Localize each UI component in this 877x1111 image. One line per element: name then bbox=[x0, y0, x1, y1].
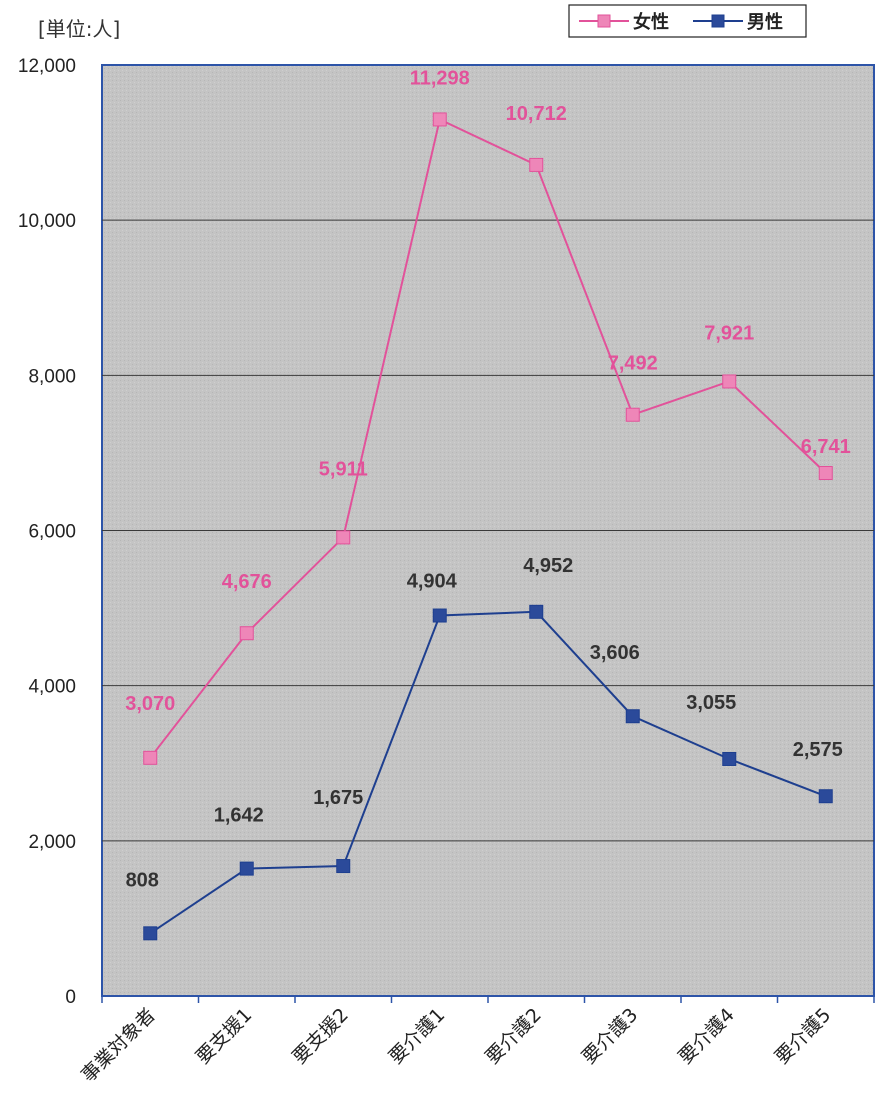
y-tick-label: 2,000 bbox=[28, 832, 76, 853]
legend-marker-male bbox=[711, 14, 725, 28]
data-label: 11,298 bbox=[410, 67, 470, 89]
data-label: 5,911 bbox=[319, 458, 368, 480]
data-point bbox=[625, 407, 640, 422]
y-tick-label: 12,000 bbox=[18, 56, 76, 77]
data-label: 7,492 bbox=[608, 353, 658, 375]
x-tick-label: 要介護2 bbox=[481, 1004, 545, 1068]
data-point bbox=[336, 530, 351, 545]
data-point bbox=[529, 157, 544, 172]
data-label: 6,741 bbox=[801, 436, 851, 458]
data-label: 4,904 bbox=[407, 571, 458, 593]
data-point bbox=[722, 374, 737, 389]
data-label: 3,070 bbox=[125, 693, 175, 715]
legend: 女性 男性 bbox=[568, 4, 807, 38]
data-point bbox=[239, 626, 254, 641]
series bbox=[143, 112, 833, 941]
y-tick-label: 8,000 bbox=[28, 366, 76, 387]
data-label: 7,921 bbox=[704, 322, 754, 344]
series-line-female bbox=[149, 118, 827, 759]
x-tick-label: 要支援1 bbox=[192, 1004, 256, 1068]
x-tick-label: 要介護1 bbox=[385, 1004, 449, 1068]
data-point bbox=[529, 604, 544, 619]
data-label: 1,642 bbox=[214, 805, 264, 827]
data-point bbox=[625, 709, 640, 724]
data-point bbox=[818, 466, 833, 481]
data-point bbox=[818, 789, 833, 804]
x-tick-label: 要支援2 bbox=[288, 1004, 352, 1068]
data-point bbox=[143, 926, 158, 941]
series-line-male bbox=[149, 610, 827, 935]
x-tick-label: 要介護4 bbox=[674, 1004, 738, 1068]
unit-label: [単位:人] bbox=[38, 17, 120, 41]
legend-label-male: 男性 bbox=[747, 11, 783, 33]
x-tick-label: 要介護3 bbox=[578, 1004, 642, 1068]
y-tick-label: 6,000 bbox=[28, 522, 76, 543]
data-label: 808 bbox=[126, 869, 159, 891]
x-tick-label: 事業対象者 bbox=[77, 1004, 160, 1087]
data-label: 3,055 bbox=[686, 692, 736, 714]
data-point bbox=[432, 112, 447, 127]
y-tick-label: 4,000 bbox=[28, 677, 76, 698]
data-label: 2,575 bbox=[793, 739, 843, 761]
x-tick-label: 要介護5 bbox=[771, 1004, 835, 1068]
legend-marker-female bbox=[597, 14, 611, 28]
data-point bbox=[239, 861, 254, 876]
data-point bbox=[722, 751, 737, 766]
data-label: 10,712 bbox=[506, 103, 567, 125]
gridlines bbox=[102, 219, 874, 842]
data-point bbox=[143, 750, 158, 765]
data-label: 4,952 bbox=[523, 555, 573, 577]
data-point bbox=[336, 859, 351, 874]
data-label: 1,675 bbox=[313, 787, 363, 809]
data-label: 3,606 bbox=[590, 642, 640, 664]
data-label: 4,676 bbox=[222, 571, 272, 593]
y-tick-label: 10,000 bbox=[18, 211, 76, 232]
y-tick-label: 0 bbox=[65, 987, 76, 1008]
data-point bbox=[432, 608, 447, 623]
legend-label-female: 女性 bbox=[633, 11, 669, 33]
data-labels: 3,070 4,676 5,911 11,298 10,712 7,492 7,921 6,7… bbox=[125, 67, 851, 891]
